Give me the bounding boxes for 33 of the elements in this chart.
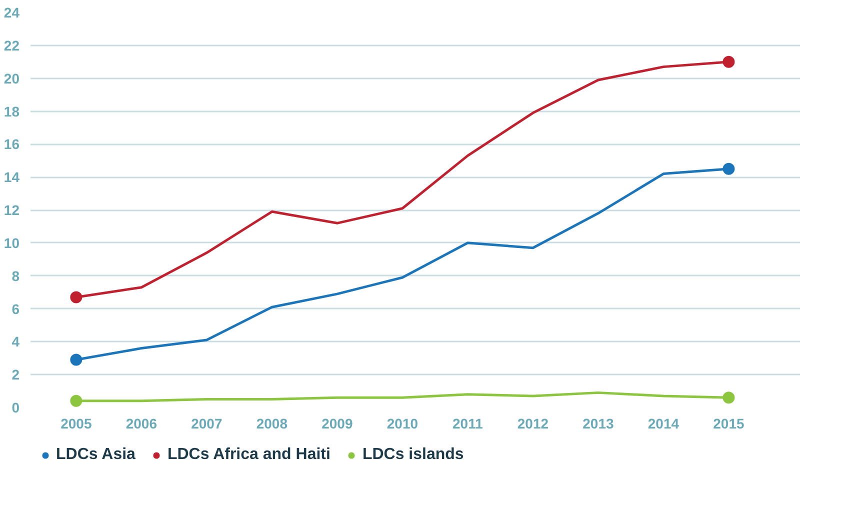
- legend-label: LDCs Asia: [56, 446, 136, 464]
- y-tick-label: 0: [12, 400, 20, 416]
- y-tick-label: 6: [12, 300, 20, 317]
- point: [722, 56, 735, 68]
- x-tick-label: 2011: [452, 416, 484, 432]
- x-tick-label: 2008: [256, 416, 288, 432]
- y-tick-label: 16: [4, 136, 20, 152]
- x-tick-label: 2013: [582, 416, 614, 432]
- y-tick-label: 12: [4, 202, 20, 218]
- y-tick-label: 14: [4, 169, 20, 186]
- legend-label: LDCs islands: [362, 446, 464, 464]
- x-tick-label: 2010: [386, 416, 418, 432]
- y-tick-label: 20: [4, 70, 20, 86]
- x-tick-label: 2015: [713, 416, 745, 432]
- x-tick-label: 2005: [60, 416, 92, 432]
- y-tick-label: 8: [12, 268, 20, 284]
- point: [70, 394, 82, 407]
- point: [70, 291, 82, 304]
- y-tick-label: 4: [12, 334, 20, 350]
- y-tick-label: 24: [4, 4, 20, 20]
- x-tick-label: 2006: [126, 416, 158, 432]
- y-tick-label: 18: [4, 103, 20, 120]
- y-tick-label: 2: [12, 366, 20, 383]
- legend-label: LDCs Africa and Haiti: [167, 446, 330, 464]
- y-tick-label: 10: [4, 234, 20, 251]
- x-tick-label: 2012: [517, 416, 549, 432]
- point: [722, 162, 735, 175]
- point: [722, 392, 735, 404]
- y-tick-label: 22: [4, 37, 20, 54]
- x-tick-label: 2009: [322, 416, 353, 432]
- x-tick-label: 2007: [191, 416, 222, 432]
- point: [70, 354, 82, 366]
- x-tick-label: 2014: [648, 416, 680, 432]
